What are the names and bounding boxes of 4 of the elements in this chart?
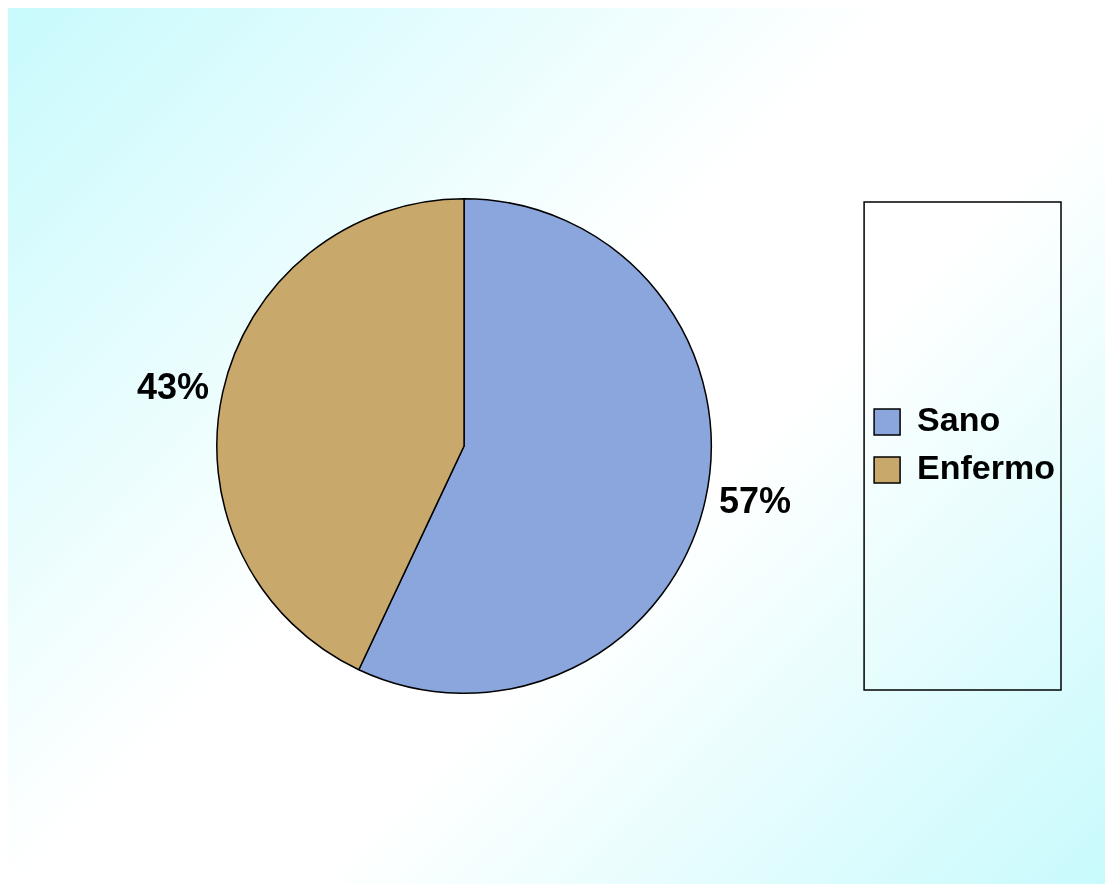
data-label: 57% (719, 479, 792, 521)
legend-label: Sano (917, 400, 1001, 439)
data-label: 43% (137, 365, 210, 407)
legend-label: Enfermo (917, 448, 1056, 487)
